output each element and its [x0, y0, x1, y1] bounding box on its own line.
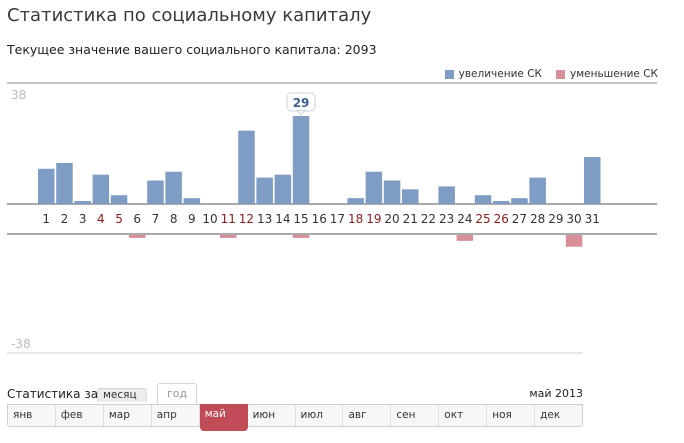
bar-increase-day-19: [365, 171, 383, 204]
current-capital-value: Текущее значение вашего социального капи…: [7, 42, 377, 57]
x-tick-label-3: 3: [79, 212, 87, 226]
legend-increase-swatch: [444, 69, 454, 79]
month-tab-10[interactable]: окт: [439, 405, 488, 426]
bar-increase-day-8: [165, 171, 182, 204]
chart-legend: увеличение СК уменьшение СК: [444, 68, 658, 80]
bar-increase-day-27: [511, 198, 528, 204]
period-label: Статистика за: [7, 387, 99, 401]
x-tick-label-24: 24: [457, 212, 472, 226]
bar-increase-day-9: [183, 198, 201, 204]
bar-increase-day-18: [347, 198, 364, 204]
month-tab-5[interactable]: май: [199, 404, 248, 431]
x-tick-label-15: 15: [293, 212, 308, 226]
current-period: май 2013: [529, 387, 583, 400]
x-tick-label-13: 13: [257, 212, 272, 226]
y-tick-label-max: 38: [11, 88, 26, 102]
month-tab-1[interactable]: янв: [8, 405, 56, 426]
page-title: Статистика по социальному капиталу: [7, 5, 372, 26]
month-tab-2[interactable]: фев: [56, 405, 104, 426]
bar-increase-day-20: [383, 180, 401, 204]
month-tab-4[interactable]: апр: [152, 405, 200, 426]
month-tab-6[interactable]: июн: [248, 405, 296, 426]
bar-increase-day-25: [474, 195, 492, 204]
x-tick-label-19: 19: [366, 212, 381, 226]
bar-decrease-day-24: [456, 235, 474, 241]
legend-decrease-label: уменьшение СК: [570, 68, 658, 80]
month-tab-9[interactable]: сен: [391, 405, 440, 426]
y-tick-label-min: -38: [11, 337, 31, 351]
bar-increase-day-15: [292, 116, 310, 204]
bar-decrease-day-11: [220, 235, 237, 238]
x-tick-label-31: 31: [585, 212, 600, 226]
x-tick-label-10: 10: [202, 212, 217, 226]
x-tick-label-16: 16: [312, 212, 327, 226]
bar-increase-day-2: [56, 162, 73, 204]
x-tick-label-26: 26: [494, 212, 509, 226]
legend-increase-label: увеличение СК: [458, 68, 542, 80]
x-tick-label-21: 21: [403, 212, 418, 226]
tab-month[interactable]: месяц: [97, 388, 147, 402]
bar-increase-day-31: [584, 157, 601, 204]
bar-increase-day-26: [493, 201, 510, 204]
x-tick-label-17: 17: [330, 212, 345, 226]
bar-decrease-day-15: [292, 235, 310, 238]
month-bar: янв фев мар апр май июн июл авг сен окт ноя дек: [7, 404, 583, 431]
x-tick-label-28: 28: [530, 212, 545, 226]
month-tab-3[interactable]: мар: [104, 405, 152, 426]
legend-decrease: уменьшение СК: [556, 68, 658, 80]
bar-increase-day-1: [38, 168, 55, 204]
x-tick-label-8: 8: [170, 212, 178, 226]
highlight-tooltip-pointer: [295, 110, 307, 116]
legend-decrease-swatch: [556, 69, 565, 79]
bar-increase-day-21: [402, 189, 419, 204]
x-tick-label-1: 1: [42, 212, 50, 226]
x-tick-label-6: 6: [133, 212, 141, 226]
bar-decrease-day-30: [565, 235, 583, 247]
x-tick-label-27: 27: [512, 212, 527, 226]
highlight-tooltip-value: 29: [293, 96, 310, 110]
bar-increase-day-4: [92, 174, 110, 204]
bar-increase-day-3: [74, 201, 91, 204]
legend-increase: увеличение СК: [444, 68, 542, 80]
month-tab-7[interactable]: июл: [296, 405, 344, 426]
bar-increase-day-12: [238, 130, 255, 204]
x-tick-label-14: 14: [275, 212, 290, 226]
x-tick-label-5: 5: [115, 212, 123, 226]
x-tick-label-11: 11: [221, 212, 236, 226]
bar-increase-day-23: [438, 186, 455, 204]
x-tick-label-18: 18: [348, 212, 363, 226]
x-tick-label-20: 20: [384, 212, 399, 226]
bar-decrease-day-6: [129, 235, 146, 238]
x-tick-label-23: 23: [439, 212, 454, 226]
x-tick-label-22: 22: [421, 212, 436, 226]
bar-increase-day-13: [256, 177, 273, 204]
x-tick-label-12: 12: [239, 212, 254, 226]
x-tick-label-7: 7: [152, 212, 160, 226]
month-tab-8[interactable]: авг: [343, 405, 392, 426]
x-tick-label-4: 4: [97, 212, 105, 226]
period-selector: Статистика за месяц год май 2013: [7, 383, 583, 405]
x-tick-label-30: 30: [566, 212, 581, 226]
x-tick-label-29: 29: [548, 212, 563, 226]
month-tab-11[interactable]: ноя: [487, 405, 536, 426]
bar-increase-day-7: [147, 180, 164, 204]
tab-year[interactable]: год: [157, 383, 198, 405]
bar-increase-day-14: [274, 174, 292, 204]
x-tick-label-9: 9: [188, 212, 196, 226]
month-tab-12[interactable]: дек: [540, 409, 561, 421]
bar-increase-day-5: [110, 195, 128, 204]
x-tick-label-2: 2: [61, 212, 69, 226]
bar-increase-day-28: [529, 177, 546, 204]
x-tick-label-25: 25: [475, 212, 490, 226]
social-capital-chart: 38-381 2 3 4 5 6 7 8 9 10 11 12 13 14 15 16 17 18 19 20 21 22…: [7, 82, 657, 354]
